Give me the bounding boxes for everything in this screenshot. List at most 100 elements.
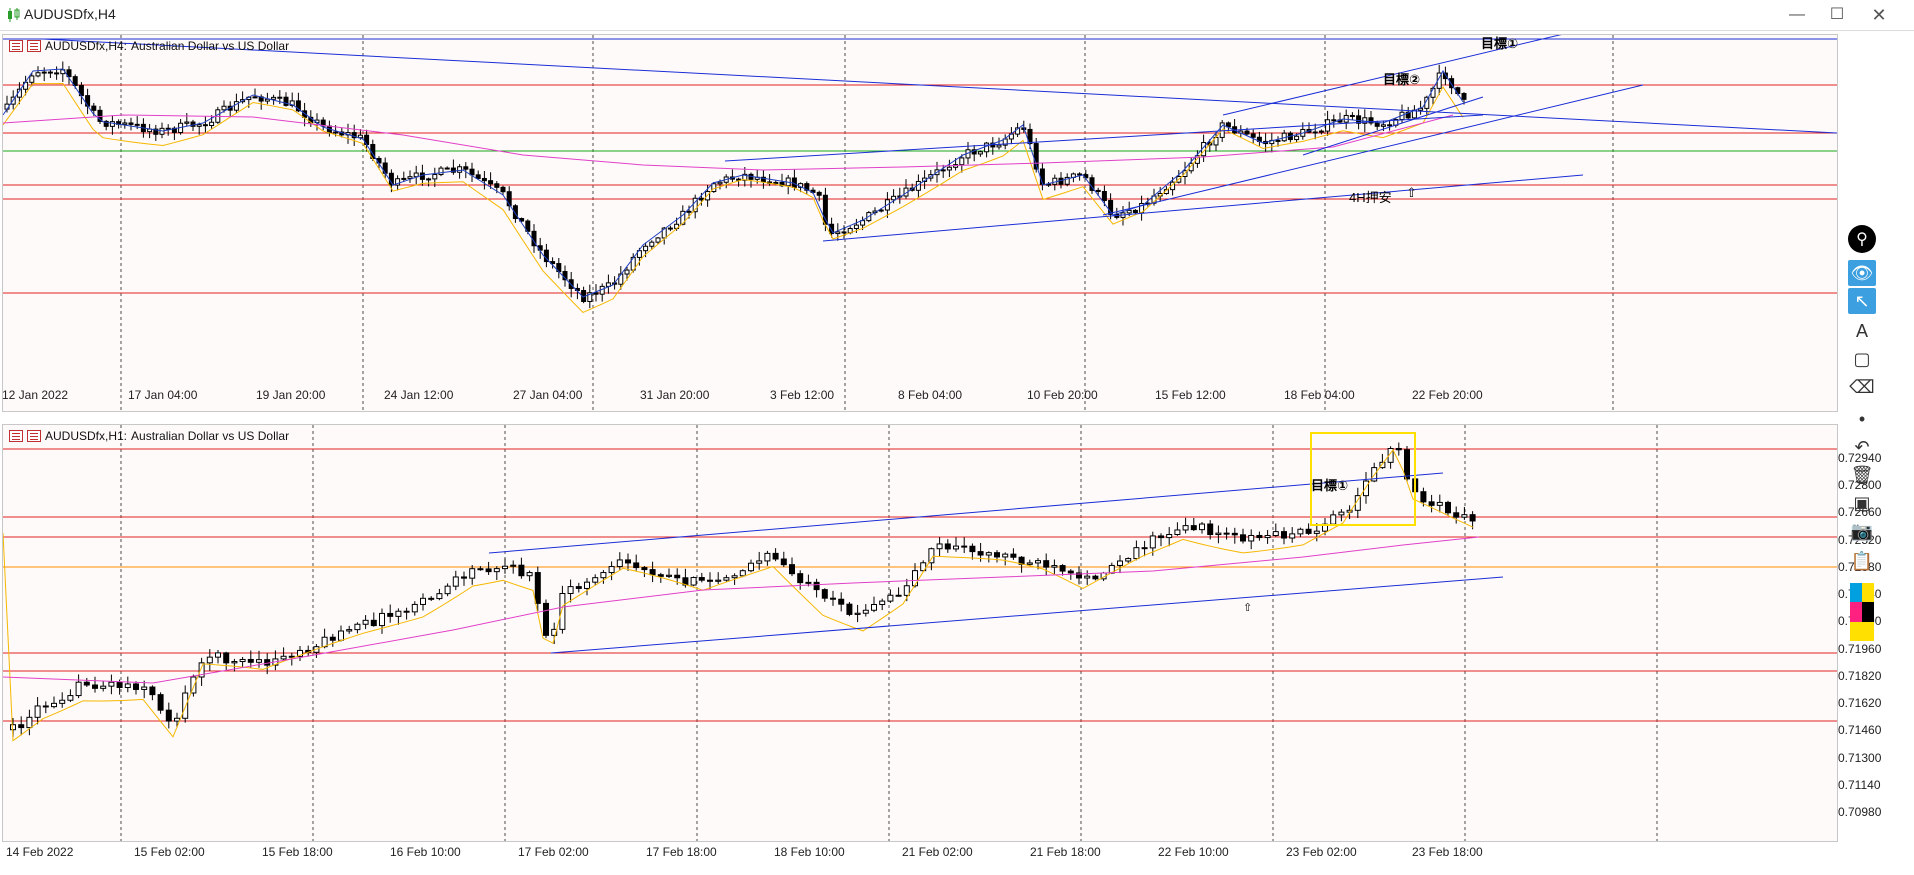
chart-window-h1[interactable]: AUDUSDfx,H1: Australian Dollar vs US Dol… xyxy=(2,424,1838,842)
candle-body xyxy=(1108,200,1114,215)
candle-body xyxy=(485,568,492,573)
candle-body xyxy=(1404,449,1410,480)
template-icon[interactable]: ▣ xyxy=(1853,492,1871,513)
chart-list-icon xyxy=(9,40,23,52)
candle-body xyxy=(680,210,686,225)
candle-body xyxy=(153,128,159,135)
candle-body xyxy=(1190,525,1197,531)
time-label: 12 Jan 2022 xyxy=(2,388,69,402)
chart-window-h4[interactable]: AUDUSDfx,H4: Australian Dollar vs US Dol… xyxy=(2,34,1838,412)
minimize-button[interactable]: — xyxy=(1789,6,1805,23)
candle-body xyxy=(903,585,910,596)
candle-body xyxy=(512,205,518,220)
candle-body xyxy=(959,157,965,166)
candle-body xyxy=(1033,143,1039,170)
cursor-icon[interactable]: ↖ xyxy=(1848,288,1876,314)
candle-body xyxy=(1272,531,1279,537)
candle-body xyxy=(452,576,459,587)
candle-body xyxy=(297,649,303,658)
candle-body xyxy=(444,585,451,595)
chart-header-h1: AUDUSDfx,H1: Australian Dollar vs US Dol… xyxy=(9,429,289,443)
close-button[interactable]: ✕ xyxy=(1871,5,1887,25)
candle-body xyxy=(1240,534,1246,542)
eye-icon[interactable]: 👁 xyxy=(1848,260,1876,286)
candle-body xyxy=(940,169,946,172)
color-palette-icon[interactable] xyxy=(1848,582,1876,642)
candle-body xyxy=(616,559,623,568)
candle-body xyxy=(649,241,655,247)
pin-icon[interactable]: ⚲ xyxy=(1848,222,1876,256)
candle-body xyxy=(655,237,661,243)
candle-body xyxy=(661,227,667,239)
time-label: 23 Feb 02:00 xyxy=(1286,845,1357,859)
candle-body xyxy=(584,581,590,589)
time-label: 18 Feb 04:00 xyxy=(1284,388,1355,402)
candle-body xyxy=(1363,480,1369,497)
candle-body xyxy=(252,96,258,99)
candle-body xyxy=(772,552,779,560)
trash-icon[interactable]: 🗑 xyxy=(1850,464,1874,485)
candle-body xyxy=(1461,514,1468,518)
candle-body xyxy=(946,166,952,171)
dot-icon[interactable]: • xyxy=(1858,408,1866,429)
candle-body xyxy=(357,134,363,139)
trend-line xyxy=(724,114,1484,162)
camera-icon[interactable]: 📷 xyxy=(1850,520,1874,541)
chart-symbol: AUDUSDfx,H4: xyxy=(45,39,128,53)
undo-icon[interactable]: ↶ xyxy=(1854,436,1870,457)
time-label: 17 Feb 02:00 xyxy=(518,845,589,859)
text-icon[interactable]: A xyxy=(1855,320,1868,341)
rectangle-icon[interactable]: ▢ xyxy=(1853,348,1871,369)
candle-body xyxy=(692,197,698,213)
candle-body xyxy=(977,551,984,556)
candle-body xyxy=(854,612,861,615)
candle-body xyxy=(346,629,353,632)
candle-body xyxy=(969,545,976,553)
price-label: 0.70980 xyxy=(1838,805,1882,819)
candle-body xyxy=(92,684,98,689)
candle-body xyxy=(494,183,500,188)
candle-body xyxy=(481,177,487,182)
candle-body xyxy=(196,124,202,127)
candle-body xyxy=(10,724,16,731)
price-label: 0.71300 xyxy=(1838,750,1882,765)
candle-body xyxy=(1059,565,1066,572)
clipboard-icon[interactable]: 📋 xyxy=(1850,550,1874,571)
chart-list-icon xyxy=(9,430,23,442)
candle-body xyxy=(100,685,107,689)
candle-body xyxy=(674,574,681,579)
chart-canvas-h1[interactable] xyxy=(3,425,1837,841)
candle-body xyxy=(85,95,91,107)
candle-body xyxy=(444,167,450,170)
candle-body xyxy=(748,562,754,572)
candle-body xyxy=(649,569,656,576)
maximize-button[interactable]: ☐ xyxy=(1829,6,1845,23)
moving-average-mid xyxy=(3,449,1474,742)
candle-body xyxy=(97,109,103,122)
time-label: 15 Feb 12:00 xyxy=(1155,388,1226,402)
candle-body xyxy=(428,597,435,600)
candle-body xyxy=(707,579,713,582)
candle-body xyxy=(450,167,456,173)
candle-body xyxy=(1387,447,1394,463)
candle-body xyxy=(996,144,1002,148)
candle-body xyxy=(977,151,983,155)
candle-body xyxy=(936,543,943,550)
candle-body xyxy=(1132,209,1138,213)
candle-body xyxy=(51,702,57,708)
candle-body xyxy=(221,105,227,111)
chart-canvas-h4[interactable] xyxy=(3,35,1837,411)
candle-body xyxy=(1010,553,1017,558)
candle-body xyxy=(1125,558,1132,562)
candle-body xyxy=(354,623,361,631)
pullback-arrow: ⇧ xyxy=(1406,185,1417,200)
candle-body xyxy=(18,724,25,729)
candle-body xyxy=(493,568,500,573)
candle-body xyxy=(717,181,723,185)
candle-body xyxy=(829,223,835,235)
candle-body xyxy=(789,564,795,575)
candle-body xyxy=(1126,209,1132,214)
eraser-icon[interactable]: ⌫ xyxy=(1849,376,1875,397)
candle-body xyxy=(1182,525,1189,531)
time-label: 8 Feb 04:00 xyxy=(898,388,963,402)
